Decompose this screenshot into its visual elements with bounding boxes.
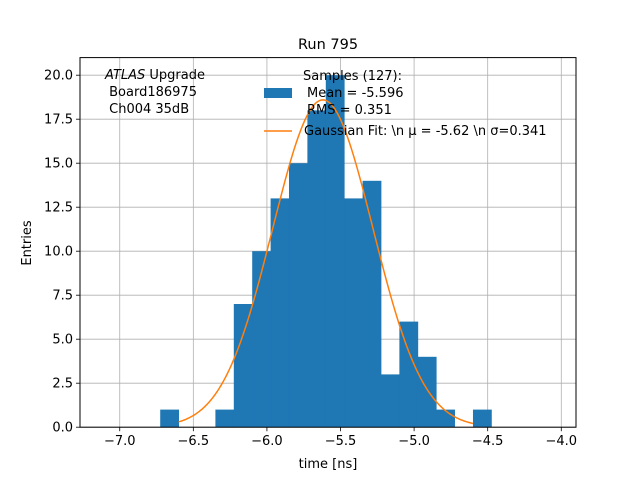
histogram-bar (233, 304, 253, 428)
y-tick-label: 20.0 (44, 69, 73, 84)
legend-fit-label: Gaussian Fit: \n μ = -5.62 \n σ=0.341 (304, 124, 547, 139)
annotation-line-1: ATLAS Upgrade (104, 68, 205, 83)
x-tick-label: −7.0 (104, 434, 136, 449)
gaussian-fit-curve (178, 99, 474, 425)
x-tick-label: −5.5 (325, 434, 357, 449)
histogram-bar (436, 409, 455, 428)
histogram-bar (380, 374, 400, 428)
legend-hist-label-2: Mean = -5.596 (307, 86, 403, 101)
x-axis-label: time [ns] (299, 457, 358, 472)
chart-title: Run 795 (298, 37, 358, 53)
x-tick-label: −4.0 (545, 434, 577, 449)
histogram-bar (252, 251, 271, 428)
y-tick-label: 10.0 (44, 245, 73, 260)
atlas-annotation: ATLAS Upgrade Board186975 Ch004 35dB (104, 68, 205, 117)
histogram-bar (472, 409, 492, 428)
histogram-bar (270, 198, 290, 428)
y-tick-label: 0.0 (52, 421, 73, 436)
annotation-upgrade: Upgrade (145, 68, 205, 83)
x-tick-label: −4.5 (472, 434, 504, 449)
annotation-atlas: ATLAS (104, 68, 145, 83)
gaussian-fit (178, 99, 474, 425)
histogram-bar (160, 409, 180, 428)
histogram-bar (325, 75, 345, 428)
annotation-line-3: Ch004 35dB (105, 102, 189, 117)
histogram-bar (344, 198, 363, 428)
y-tick-label: 2.5 (52, 377, 73, 392)
histogram-bar (362, 180, 382, 428)
histogram-bar (307, 110, 327, 428)
y-axis-label: Entries (20, 220, 35, 266)
legend-hist-label-3: RMS = 0.351 (307, 103, 392, 118)
x-tick-label: −6.0 (251, 434, 283, 449)
x-tick-label: −5.0 (398, 434, 430, 449)
x-axis-ticks: −7.0 −6.5 −6.0 −5.5 −5.0 −4.5 −4.0 (104, 427, 577, 449)
y-tick-label: 5.0 (52, 333, 73, 348)
histogram-bar (215, 409, 235, 428)
legend-hist-label-1: Samples (127): (303, 69, 402, 84)
plot-frame (79, 57, 577, 428)
legend-hist-swatch (264, 88, 292, 98)
histogram-bar (288, 163, 308, 428)
y-tick-label: 7.5 (52, 289, 73, 304)
histogram-bars (160, 75, 492, 428)
histogram-bar (399, 321, 419, 428)
histogram-bar (417, 356, 437, 428)
y-tick-label: 17.5 (44, 113, 73, 128)
x-tick-label: −6.5 (178, 434, 210, 449)
annotation-line-2: Board186975 (105, 85, 197, 100)
y-axis-ticks: 0.0 2.5 5.0 7.5 10.0 12.5 15.0 17.5 20.0 (44, 69, 80, 436)
y-tick-label: 12.5 (44, 201, 73, 216)
y-tick-label: 15.0 (44, 157, 73, 172)
legend: Samples (127): Mean = -5.596 RMS = 0.351… (264, 69, 547, 139)
